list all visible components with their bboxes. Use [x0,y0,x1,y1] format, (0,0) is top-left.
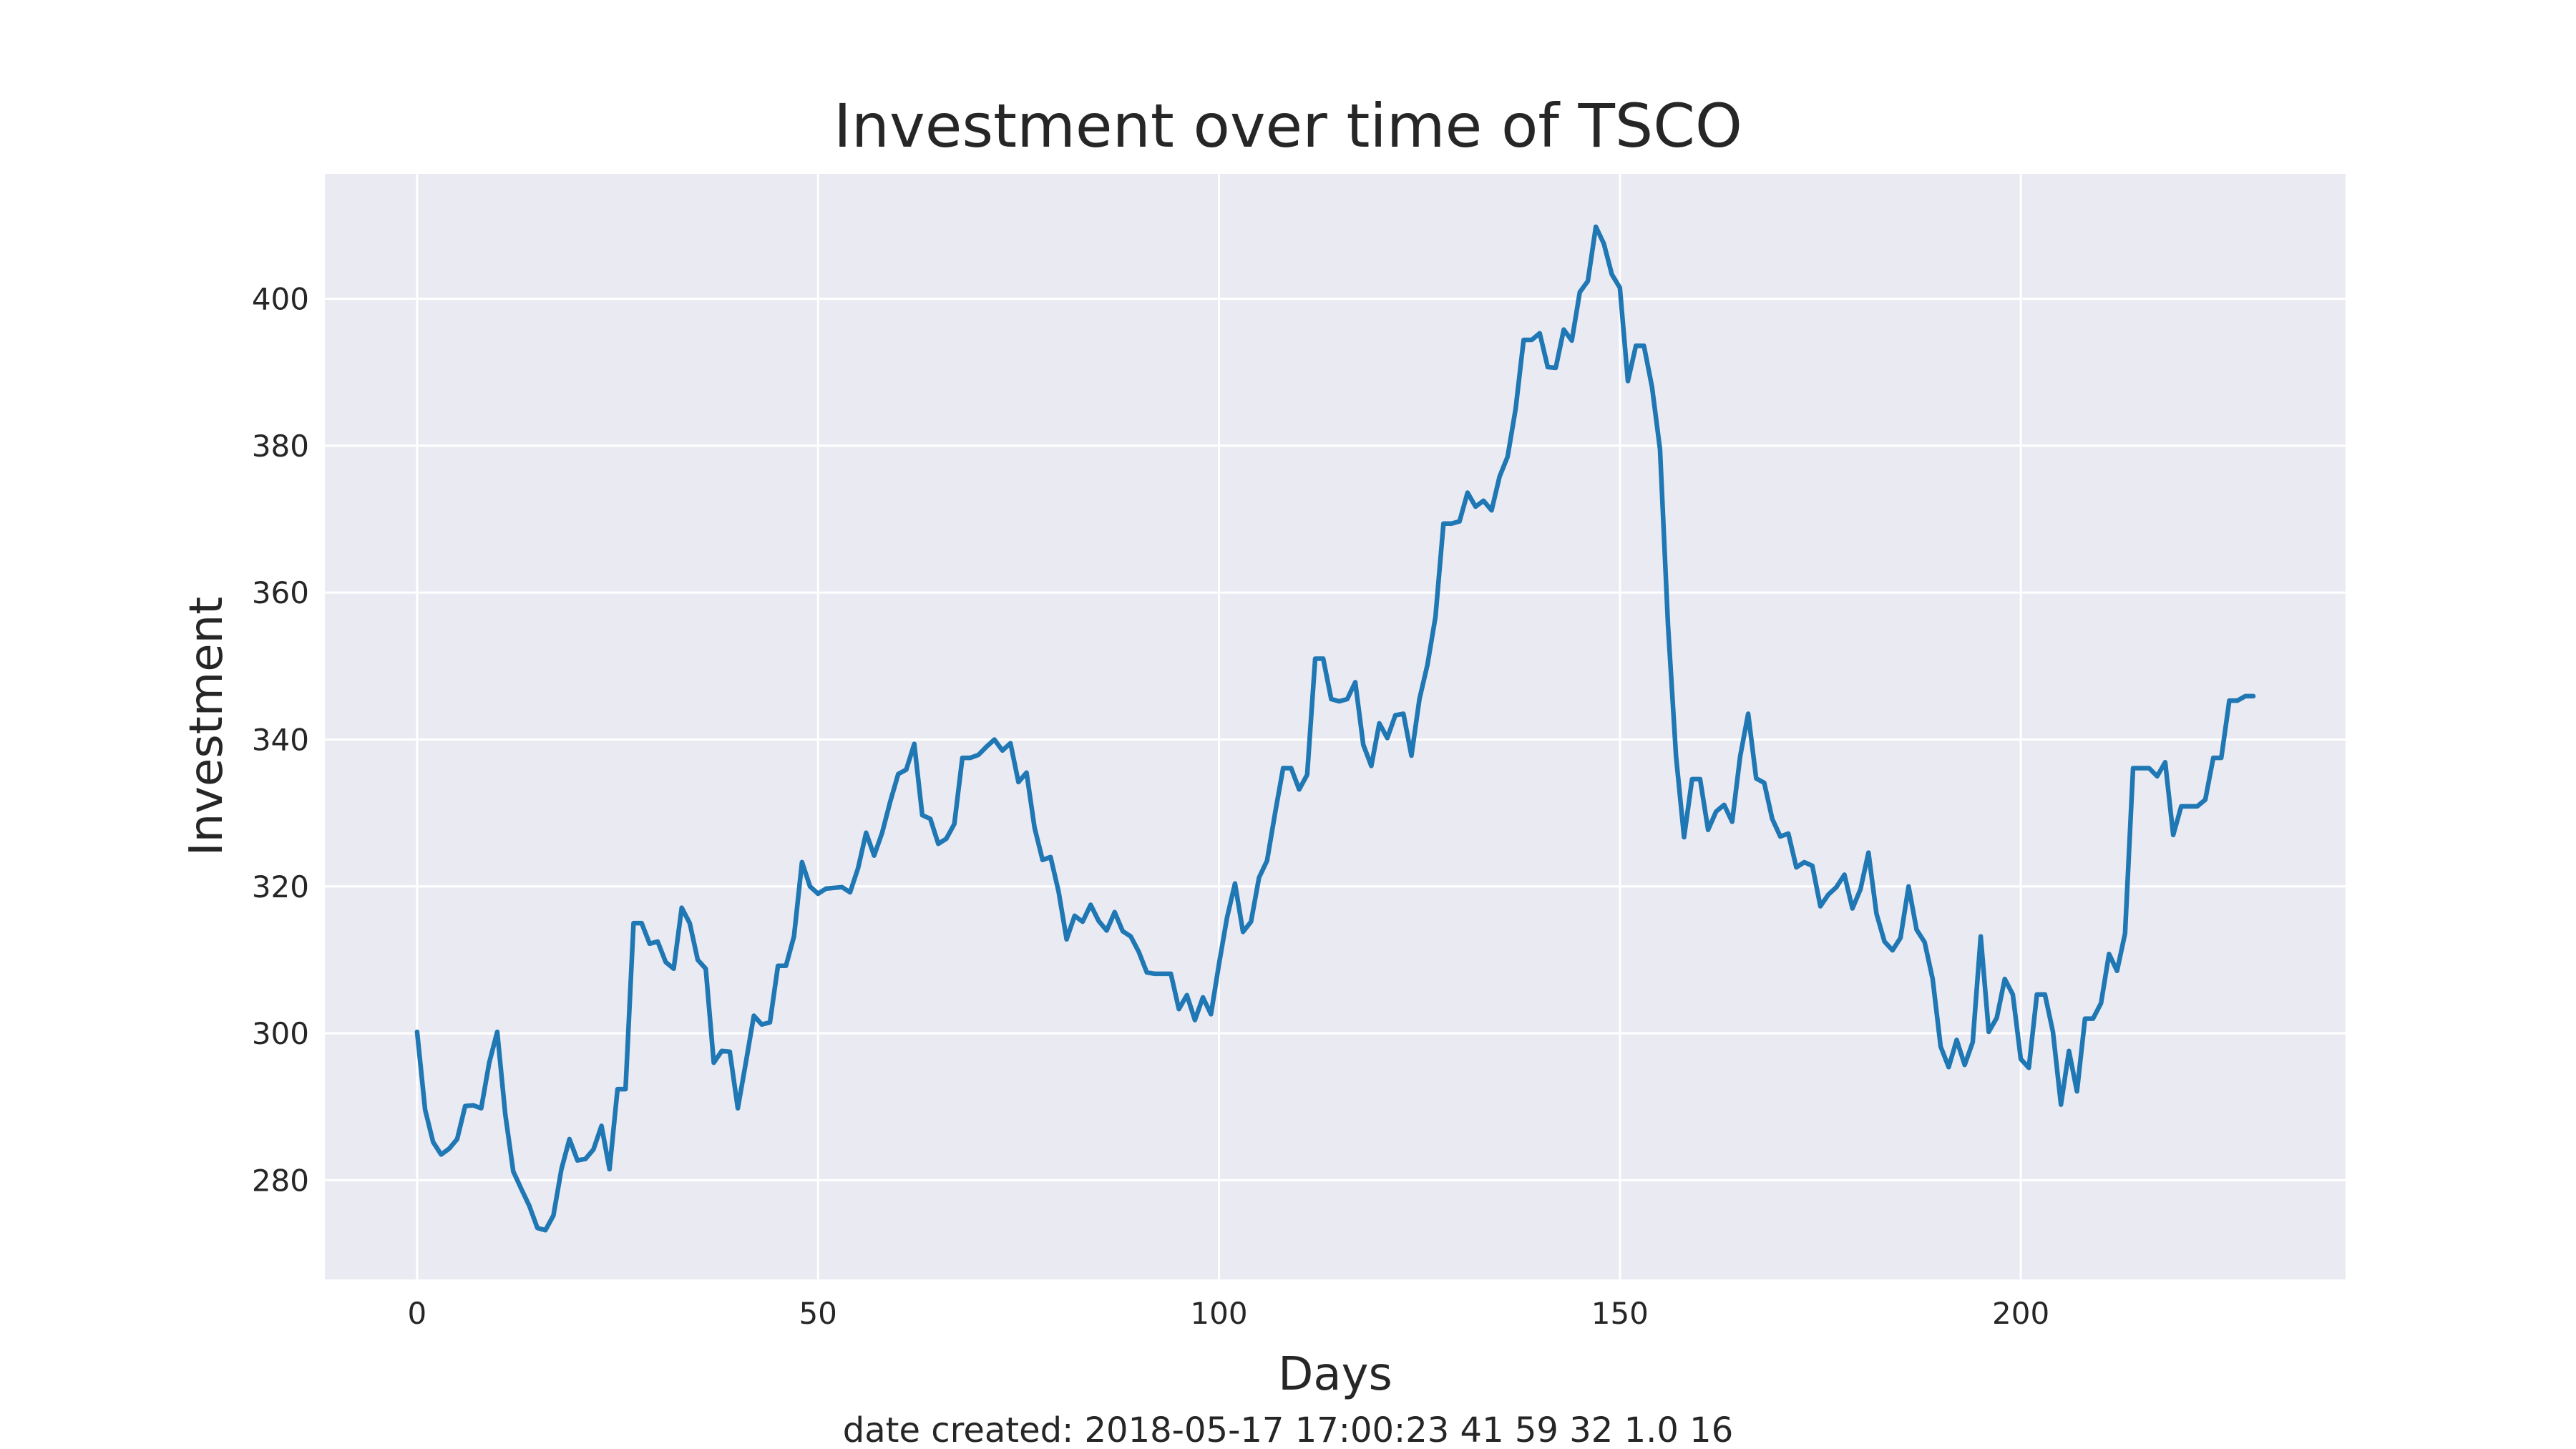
y-tick-label: 320 [252,869,309,904]
x-tick-label: 100 [1190,1296,1247,1331]
x-tick-label: 0 [408,1296,427,1331]
y-axis-label: Investment [180,597,233,857]
y-tick-label: 340 [252,722,309,757]
y-tick-label: 280 [252,1163,309,1198]
y-tick-label: 300 [252,1016,309,1051]
y-tick-label: 360 [252,575,309,610]
chart-title: Investment over time of TSCO [834,91,1742,161]
date-created-footer: date created: 2018-05-17 17:00:23 41 59 … [843,1410,1733,1449]
y-tick-label: 380 [252,429,309,464]
series-line [414,224,2256,1233]
x-axis-label: Days [1278,1348,1392,1401]
grid-lines [325,174,2346,1279]
y-tick-labels: 280 300 320 340 360 380 400 [252,282,309,1199]
plot-area [325,174,2346,1279]
x-tick-label: 150 [1591,1296,1649,1331]
x-tick-label: 200 [1992,1296,2049,1331]
x-tick-labels: 0 50 100 150 200 [408,1296,2050,1331]
x-tick-label: 50 [799,1296,836,1331]
y-tick-label: 400 [252,282,309,317]
